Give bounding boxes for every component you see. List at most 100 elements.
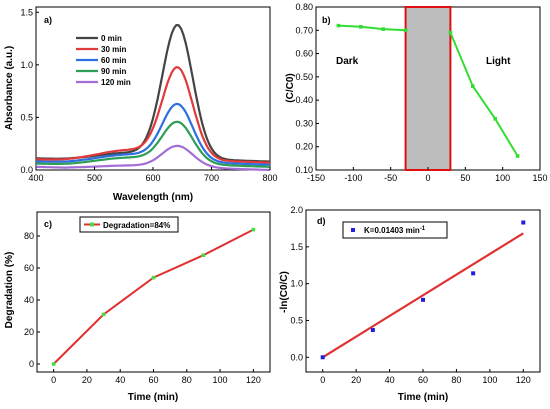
y-tick-label: 0.10 [295,165,313,175]
data-point [515,154,520,158]
legend-box [79,216,179,233]
legend-label-text: K=0.01403 min [364,226,420,235]
y-tick-label: 0.30 [295,118,313,128]
y-tick-label: 0.60 [295,49,313,59]
panel-b-series [336,23,520,158]
panel-a-legend: 0 min 30 min 60 min 90 min 120 min [76,34,131,87]
panel-d-xlabel: Time (min) [398,392,448,403]
data-point [336,23,341,28]
y-tick-label: 0.80 [295,2,313,12]
x-tick-label: 150 [532,173,547,183]
x-tick-label: 0 [425,173,430,183]
x-tick-label: 600 [145,173,160,183]
y-tick-label: 80 [24,231,34,241]
panel-a-frame [35,6,271,171]
series-line [35,144,271,172]
data-point [421,297,425,302]
y-tick-label: 1.5 [290,242,303,252]
legend-label: 120 min [101,78,131,87]
panel-d-xticks: 0 20 40 60 80 100 120 [320,369,531,385]
panel-a-xticks: 400 500 600 700 800 [28,167,278,183]
series-line [36,120,270,168]
panel-c-frame [36,211,271,373]
panel-b-dark-annotation: Dark [336,56,359,67]
legend-label: K=0.01403 min-1 [364,226,426,235]
panel-a: a) 400 500 600 700 800 0.0 0.5 1.0 1.5 0 min 30 … [4,6,278,203]
data-point [370,328,375,333]
data-point [251,227,256,232]
x-tick-label: 0 [320,375,325,385]
panel-a-yticks: 0.0 0.5 1.0 1.5 [20,7,39,175]
panel-c: c) 0 20 40 60 80 100 120 0 20 40 60 80 Degradation… [4,211,271,403]
series-line [52,228,254,365]
y-tick-label: 40 [24,295,34,305]
y-tick-label: 0.70 [295,25,313,35]
x-tick-label: 40 [385,375,395,385]
data-point [359,24,363,29]
x-tick-label: 100 [482,375,497,385]
legend-label: 90 min [101,67,126,76]
legend-label: Degradation=84% [103,221,170,230]
panel-d: d) 0 20 40 60 80 100 120 0.0 0.5 1.0 1.5 2.0 K=0.0… [279,205,541,403]
y-tick-label: 60 [24,263,34,273]
legend-marker [351,228,355,232]
legend-label: 0 min [101,34,122,43]
data-point [151,275,156,280]
legend-box [342,221,448,239]
x-tick-label: 60 [148,375,158,385]
panel-c-xlabel: Time (min) [128,392,178,403]
x-tick-label: -150 [307,173,325,183]
series-line-dark [338,24,406,32]
x-tick-label: 60 [418,375,428,385]
panel-d-yticks: 0.0 0.5 1.0 1.5 2.0 [290,205,309,362]
data-point [320,355,325,360]
panel-b: -150 -100 -50 0 50 100 150 0.10 0.20 0.30 0.40 0.5… [285,2,548,183]
panel-c-label: c) [44,219,52,229]
panel-d-points [320,220,526,360]
y-tick-label: 0 [29,359,34,369]
y-tick-label: 0.0 [290,352,303,362]
x-tick-label: 40 [115,375,125,385]
panel-c-ylabel: Degradation (%) [4,252,15,329]
x-tick-label: 120 [516,375,531,385]
fit-line [322,232,524,359]
x-tick-label: 800 [262,173,277,183]
y-tick-label: 0.5 [290,315,303,325]
y-tick-label: 0.50 [295,72,313,82]
y-tick-label: 20 [24,327,34,337]
y-tick-label: 0.5 [20,112,33,122]
data-point [471,84,475,88]
panel-b-xticks: -150 -100 -50 0 50 100 150 [307,167,548,183]
x-tick-label: 80 [451,375,461,385]
data-point [521,220,526,225]
panel-b-light-annotation: Light [486,56,511,67]
panel-c-legend: Degradation=84% [79,216,179,233]
x-tick-label: 100 [495,173,510,183]
panel-b-ylabel-text: (C/C0) [285,73,296,102]
x-tick-label: 80 [182,375,192,385]
panel-a-ylabel: Absorbance (a.u.) [4,46,15,130]
y-tick-label: 0.20 [295,142,313,152]
y-tick-label: 0.0 [20,165,33,175]
x-tick-label: 100 [213,375,228,385]
x-tick-label: 50 [460,173,470,183]
data-point [101,312,106,317]
legend-label: 60 min [101,56,126,65]
data-point [448,30,453,35]
x-tick-label: 400 [28,173,43,183]
legend-label: 30 min [101,45,126,54]
data-point [493,116,497,121]
x-tick-label: 20 [82,375,92,385]
y-tick-label: 1.0 [20,60,33,70]
panel-b-ylabel: (C/C0) [285,73,296,102]
panel-c-xticks: 0 20 40 60 80 100 120 [51,369,261,385]
x-tick-label: 0 [51,375,56,385]
y-tick-label: 1.5 [20,7,33,17]
data-point [471,271,476,276]
panel-a-label: a) [44,15,52,25]
panel-b-yticks: 0.10 0.20 0.30 0.40 0.50 0.60 0.70 0.80 [295,2,319,175]
x-tick-label: -100 [344,173,362,183]
panel-b-dark-region [404,6,452,171]
x-tick-label: 20 [351,375,361,385]
